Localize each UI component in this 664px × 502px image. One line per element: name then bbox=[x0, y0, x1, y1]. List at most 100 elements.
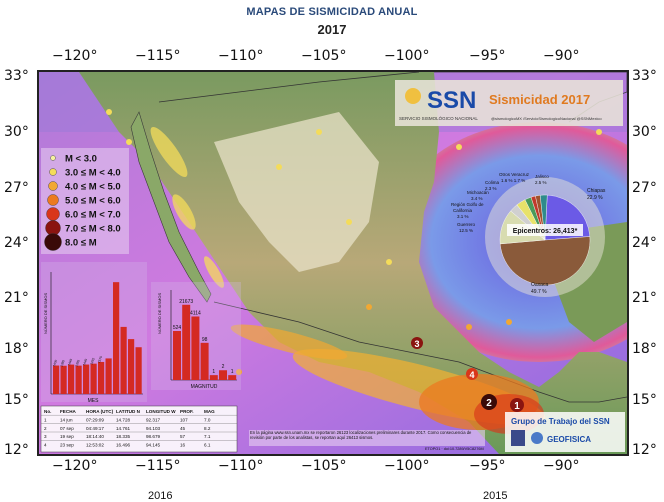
month-bar bbox=[83, 364, 90, 394]
lon-tick: −100° bbox=[384, 48, 430, 64]
table-cell: 14 jun bbox=[60, 417, 73, 422]
pie-label-golfo2: California bbox=[453, 208, 473, 213]
pie-label-michoacan-pct: 3.4 % bbox=[471, 196, 483, 201]
group-credit: Grupo de Trabajo del SSN bbox=[511, 417, 610, 426]
event-marker-label: 3 bbox=[414, 339, 419, 349]
event-marker-label: 4 bbox=[469, 370, 474, 380]
table-cell: 94.103 bbox=[146, 426, 160, 431]
event-markers: 1 2 3 4 bbox=[411, 337, 524, 412]
magnitude-bar-value: 4114 bbox=[190, 310, 201, 316]
legend-swatch bbox=[47, 194, 59, 206]
magnitude-bar bbox=[173, 331, 181, 380]
ssn-banner: SSN SERVICIO SISMOLÓGICO NACIONAL Sismic… bbox=[395, 80, 623, 126]
month-bar bbox=[105, 358, 112, 394]
magnitude-bar-value: 1 bbox=[212, 369, 215, 375]
legend-swatch bbox=[45, 220, 61, 236]
banner-title: Sismicidad 2017 bbox=[489, 92, 590, 107]
magnitude-bar bbox=[200, 342, 209, 380]
month-bar-value: 1449 bbox=[82, 358, 88, 366]
magnitude-bar-value: 1 bbox=[231, 369, 234, 375]
month-bar bbox=[53, 365, 60, 394]
table-cell: 04:49:17 bbox=[86, 426, 104, 431]
magnitude-bar-value: 2 bbox=[222, 364, 225, 370]
topo-credit: ETOPO1 · doi:10.7289/V5C8276M bbox=[425, 447, 484, 451]
major-events-table: No. FECHA HORA (UTC) LATITUD N LONGITUD W PRO… bbox=[40, 405, 238, 453]
magnitude-bar-value: 21673 bbox=[179, 299, 193, 305]
table-cell: 19 sep bbox=[60, 434, 74, 439]
event-marker[interactable] bbox=[466, 368, 478, 380]
legend-label: 4.0 ≤ M < 5.0 bbox=[65, 182, 121, 193]
event-marker-label: 1 bbox=[514, 401, 520, 412]
bottom-label-right: 2015 bbox=[483, 490, 508, 502]
magnitude-ylabel: NÚMERO DE SISMOS bbox=[157, 293, 162, 334]
lat-tick: 27° bbox=[632, 180, 657, 196]
pie-label-jalisco-pct: 2.5 % bbox=[535, 180, 547, 185]
pie-label-oaxaca: Oaxaca bbox=[531, 282, 548, 288]
magnitude-bar bbox=[209, 375, 218, 380]
month-bar bbox=[60, 365, 67, 394]
magnitude-bar bbox=[191, 316, 200, 380]
table-cell: 1 bbox=[44, 417, 47, 422]
magnitude-xlabel: MAGNITUD bbox=[191, 384, 218, 390]
month-bar-value: 1389 bbox=[59, 359, 65, 367]
lon-tick: −95° bbox=[469, 48, 506, 64]
legend-label: 7.0 ≤ M < 8.0 bbox=[65, 224, 121, 235]
lat-tick: 15° bbox=[4, 392, 29, 408]
magnitude-bar-value: 524 bbox=[173, 325, 182, 331]
geofisica-logo-icon bbox=[531, 432, 543, 444]
lon-tick: −105° bbox=[301, 458, 347, 474]
credits-panel: Grupo de Trabajo del SSN GEOFISICA bbox=[505, 412, 625, 452]
magnitude-bar-chart: NÚMERO DE SISMOS MAGNITUD 524 21673 4114 98… bbox=[151, 282, 241, 390]
lat-tick: 18° bbox=[632, 341, 657, 357]
table-header-cell: No. bbox=[44, 409, 51, 414]
pie-label-chiapas-pct: 22.9 % bbox=[587, 195, 603, 201]
footnote-text: En la página www.ssn.unam.mx se reportar… bbox=[250, 430, 472, 440]
pie-label-guerrero: Guerrero bbox=[457, 222, 476, 227]
table-cell: 14.761 bbox=[116, 426, 130, 431]
table-cell: 18.335 bbox=[116, 434, 130, 439]
pie-label-golfo-pct: 3.1 % bbox=[457, 214, 469, 219]
pie-center-label: Epicentros: 26,413* bbox=[513, 228, 578, 235]
lat-tick: 30° bbox=[4, 124, 29, 140]
event-marker[interactable] bbox=[510, 398, 524, 412]
page-title: MAPAS DE SISMICIDAD ANUAL bbox=[246, 6, 418, 18]
event-marker[interactable] bbox=[481, 394, 497, 410]
pie-label-jalisco: Jalisco bbox=[535, 174, 549, 179]
pie-label-oaxaca-pct: 49.7 % bbox=[531, 289, 547, 295]
lat-tick: 27° bbox=[4, 180, 29, 196]
magnitude-bar-value: 98 bbox=[202, 337, 208, 343]
state-pie-chart: Epicentros: 26,413* Otros Veracruz 1.6 %… bbox=[451, 172, 606, 297]
legend-label: 8.0 ≤ M bbox=[65, 238, 97, 249]
lat-tick: 33° bbox=[4, 68, 29, 84]
monthly-bar-chart: NÚMERO DE SISMOS MES 1400 1389 1446 1395 144… bbox=[41, 262, 147, 404]
lat-tick: 18° bbox=[4, 341, 29, 357]
table-header-cell: LATITUD N bbox=[116, 409, 141, 414]
bottom-label-left: 2016 bbox=[148, 490, 173, 502]
pie-slice bbox=[499, 236, 591, 286]
seismicity-map[interactable]: 1 2 3 4 SSN SERVICIO SISMOLÓGICO NACIONA… bbox=[37, 70, 629, 456]
lat-tick: 24° bbox=[632, 235, 657, 251]
month-bar bbox=[120, 326, 127, 394]
monthly-xlabel: MES bbox=[88, 398, 100, 404]
table-cell: 6.1 bbox=[204, 443, 211, 448]
lat-tick: 21° bbox=[4, 290, 29, 306]
table-cell: 3 bbox=[44, 434, 47, 439]
lon-tick: −100° bbox=[384, 458, 430, 474]
table-header-cell: LONGITUD W bbox=[146, 409, 176, 414]
event-marker[interactable] bbox=[411, 337, 423, 349]
table-header-cell: MAG bbox=[204, 409, 215, 414]
month-bar bbox=[68, 364, 75, 394]
legend-swatch bbox=[50, 155, 56, 161]
month-bar bbox=[135, 347, 142, 394]
month-bar-value: 1446 bbox=[67, 358, 73, 366]
lat-tick: 12° bbox=[632, 442, 657, 458]
table-cell: 2 bbox=[44, 426, 47, 431]
lat-tick: 12° bbox=[4, 442, 29, 458]
pie-label-colima: Colima bbox=[485, 180, 500, 185]
table-cell: 23 sep bbox=[60, 443, 74, 448]
table-cell: 57 bbox=[180, 434, 186, 439]
ssn-logo-icon bbox=[405, 88, 421, 104]
lon-tick: −110° bbox=[218, 48, 264, 64]
pie-slices bbox=[499, 194, 591, 286]
lon-tick: −115° bbox=[135, 458, 181, 474]
